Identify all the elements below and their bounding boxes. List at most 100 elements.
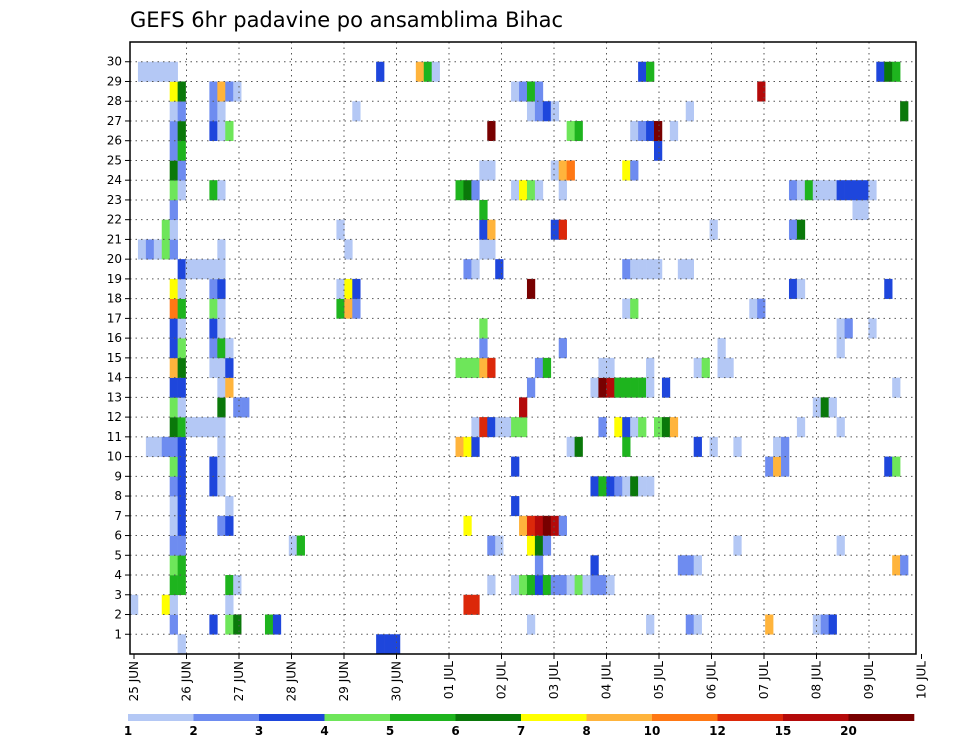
- heatmap-cell: [598, 357, 607, 378]
- heatmap-cell: [217, 239, 226, 260]
- heatmap-cell: [884, 61, 893, 82]
- heatmap-cell: [177, 298, 186, 319]
- heatmap-cell: [812, 180, 822, 201]
- heatmap-cell: [638, 120, 647, 142]
- heatmap-cell: [503, 417, 512, 438]
- heatmap-cell: [169, 496, 178, 517]
- heatmap-cell: [709, 219, 718, 240]
- heatmap-cell: [288, 535, 298, 556]
- heatmap-cell: [225, 120, 234, 142]
- heatmap-cell: [860, 199, 869, 220]
- heatmap-cell: [622, 417, 631, 438]
- heatmap-cell: [630, 160, 639, 181]
- heatmap-cell: [534, 555, 544, 576]
- heatmap-cell: [598, 575, 607, 596]
- heatmap-cell: [693, 357, 702, 378]
- heatmap-cell: [614, 476, 623, 497]
- y-tick-label: 14: [107, 371, 122, 385]
- heatmap-cell: [558, 515, 567, 536]
- heatmap-cell: [519, 515, 528, 536]
- heatmap-cell: [781, 456, 790, 477]
- heatmap-cell: [233, 575, 242, 596]
- heatmap-cell: [590, 555, 599, 576]
- heatmap-cell: [169, 140, 178, 161]
- heatmap-cell: [638, 417, 647, 438]
- colorbar-segment: [586, 714, 653, 721]
- heatmap-cell: [217, 515, 226, 536]
- heatmap-cell: [487, 417, 496, 438]
- y-tick-label: 12: [107, 410, 122, 424]
- heatmap-cell: [558, 160, 567, 181]
- heatmap-cell: [519, 81, 528, 102]
- heatmap-cell: [693, 555, 702, 576]
- y-tick-label: 9: [114, 469, 122, 483]
- y-tick-label: 30: [107, 55, 122, 69]
- heatmap-cell: [900, 101, 909, 122]
- heatmap-cell: [519, 575, 528, 596]
- heatmap-cell: [209, 180, 218, 201]
- heatmap-cell: [137, 61, 147, 82]
- y-tick-label: 5: [114, 548, 122, 562]
- x-tick-label: 27 JUN: [232, 661, 246, 701]
- y-tick-label: 28: [107, 94, 122, 108]
- heatmap-cell: [217, 397, 226, 418]
- heatmap-cell: [352, 101, 361, 122]
- heatmap-cell: [574, 120, 583, 142]
- heatmap-cell: [209, 476, 218, 497]
- heatmap-cell: [169, 397, 178, 418]
- heatmap-cell: [376, 61, 385, 82]
- heatmap-cell: [622, 259, 631, 280]
- heatmap-cell: [534, 535, 544, 556]
- heatmap-cell: [828, 397, 837, 418]
- heatmap-cell: [495, 259, 504, 280]
- y-tick-label: 18: [107, 292, 122, 306]
- colorbar-label: 6: [451, 724, 459, 738]
- heatmap-cell: [169, 594, 178, 615]
- heatmap-cell: [717, 357, 726, 378]
- heatmap-cell: [225, 614, 234, 635]
- heatmap-cell: [812, 614, 822, 635]
- heatmap-cell: [169, 377, 178, 398]
- heatmap-cell: [701, 357, 710, 378]
- colorbar-label: 20: [840, 724, 857, 738]
- heatmap-cell: [828, 614, 837, 635]
- y-tick-label: 3: [114, 588, 122, 602]
- heatmap-cell: [495, 535, 504, 556]
- heatmap-cell: [685, 101, 694, 122]
- colorbar-segment: [128, 714, 194, 721]
- heatmap-cell: [892, 377, 901, 398]
- colorbar-label: 2: [189, 724, 197, 738]
- plot-grid: [130, 42, 916, 654]
- heatmap-cell: [233, 397, 242, 418]
- heatmap-cell: [169, 318, 178, 339]
- heatmap-cell: [177, 496, 186, 517]
- heatmap-cell: [455, 357, 464, 378]
- heatmap-cell: [177, 318, 186, 339]
- heatmap-cell: [892, 555, 901, 576]
- heatmap-cell: [415, 61, 425, 82]
- heatmap-cell: [463, 436, 472, 457]
- heatmap-cell: [630, 120, 639, 142]
- heatmap-cell: [558, 338, 567, 359]
- heatmap-cell: [526, 614, 536, 635]
- heatmap-cell: [526, 377, 536, 398]
- heatmap-cell: [217, 318, 226, 339]
- heatmap-cell: [479, 160, 488, 181]
- heatmap-cell: [455, 436, 464, 457]
- heatmap-cell: [471, 357, 480, 378]
- heatmap-cell: [534, 515, 544, 536]
- colorbar-segment: [390, 714, 456, 721]
- heatmap-cell: [630, 259, 639, 280]
- heatmap-cell: [169, 614, 178, 635]
- x-tick-label: 28 JUN: [285, 661, 299, 701]
- x-tick-label: 30 JUN: [390, 661, 404, 701]
- heatmap-cell: [169, 575, 178, 596]
- heatmap-cell: [852, 180, 861, 201]
- heatmap-cell: [511, 496, 520, 517]
- colorbar-label: 8: [582, 724, 590, 738]
- colorbar: 1 2 3 4 5 6 7 8 10 12 15 20: [124, 714, 915, 738]
- heatmap-cell: [177, 377, 186, 398]
- heatmap-cell: [534, 101, 544, 122]
- heatmap-cell: [884, 278, 893, 299]
- heatmap-cell: [796, 219, 806, 240]
